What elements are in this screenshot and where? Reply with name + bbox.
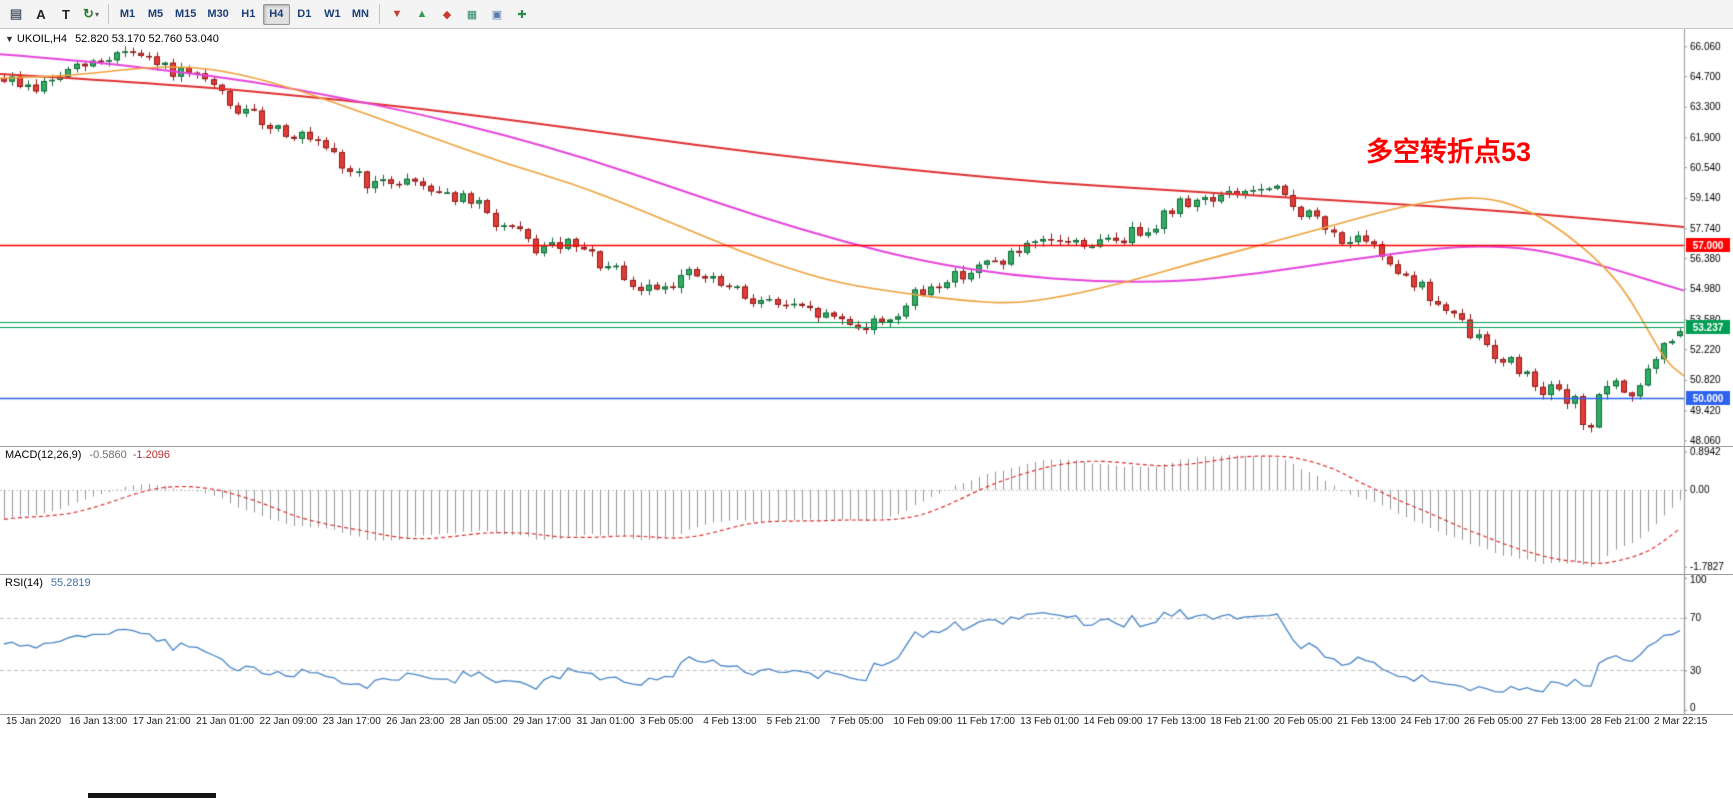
panel-separator[interactable] <box>0 574 1733 575</box>
time-axis-label: 23 Jan 17:00 <box>322 716 381 727</box>
time-axis-label: 5 Feb 21:00 <box>766 716 820 727</box>
macd-signal-value: -1.2096 <box>132 449 171 461</box>
timeframe-button-m5[interactable]: M5 <box>147 8 164 20</box>
time-axis-label: 22 Jan 09:00 <box>259 716 318 727</box>
cycle-lines-icon[interactable]: ↻ ▾ <box>83 6 99 21</box>
rsi-value: 55.2819 <box>50 577 91 589</box>
text-tool-icon[interactable]: A <box>36 6 46 22</box>
symbol-ohlc-row: ▼ UKOIL,H4 52.820 53.170 52.760 53.040 <box>5 33 219 45</box>
time-axis-label: 26 Feb 05:00 <box>1463 716 1523 727</box>
toolbar-left-group: ▤ A T ↻ ▾ <box>4 3 103 25</box>
rsi-panel-canvas[interactable] <box>0 574 1733 714</box>
panel-separator[interactable] <box>0 446 1733 447</box>
tile-windows-icon[interactable]: ▣ <box>491 8 503 21</box>
time-axis-label: 18 Feb 21:00 <box>1210 716 1270 727</box>
time-axis-label: 28 Jan 05:00 <box>449 716 508 727</box>
toolbar-separator <box>108 4 109 24</box>
time-axis-label: 3 Feb 05:00 <box>639 716 694 727</box>
time-axis-label: 20 Feb 05:00 <box>1273 716 1333 727</box>
time-axis[interactable]: 15 Jan 2020 16 Jan 13:00 17 Jan 21:00 21 Ja… <box>0 715 1733 729</box>
rsi-label: RSI(14) <box>5 577 43 589</box>
time-axis-label: 27 Feb 13:00 <box>1527 716 1587 727</box>
macd-label: MACD(12,26,9) <box>5 449 82 461</box>
rsi-indicator-row: RSI(14) 55.2819 <box>5 577 91 589</box>
toolbar: ▤ A T ↻ ▾ M1 M5 M15 M30 H1 H4 D1 W1 MN ▼ ▲ ◆ ▦ ▣ ✚ <box>0 0 1733 29</box>
price-alert-icon[interactable]: ◆ <box>442 8 452 21</box>
time-axis-label: 11 Feb 17:00 <box>956 716 1015 727</box>
main-chart-canvas[interactable] <box>0 29 1733 446</box>
time-axis-label: 4 Feb 13:00 <box>703 716 757 727</box>
panel-separator[interactable] <box>0 714 1733 715</box>
label-tool-icon[interactable]: T <box>62 6 70 22</box>
timeframe-toolbar: M1 M5 M15 M30 H1 H4 D1 W1 MN <box>114 3 374 25</box>
time-axis-label: 31 Jan 01:00 <box>576 716 635 727</box>
sell-marker-icon[interactable]: ▼ <box>391 8 403 20</box>
time-axis-label: 7 Feb 05:00 <box>830 716 884 727</box>
timeframe-button-h1[interactable]: H1 <box>241 8 256 20</box>
timeframe-button-h4[interactable]: H4 <box>262 3 290 25</box>
dropdown-caret-icon[interactable]: ▾ <box>94 9 99 19</box>
taskbar-fragment <box>88 793 216 798</box>
time-axis-label: 15 Jan 2020 <box>6 716 62 727</box>
timeframe-button-d1[interactable]: D1 <box>297 8 312 20</box>
chart-annotation-text: 多空转折点53 <box>1366 137 1532 167</box>
time-axis-label: 26 Jan 23:00 <box>386 716 445 727</box>
add-indicator-icon[interactable]: ✚ <box>517 8 527 21</box>
market-watch-icon[interactable]: ▤ <box>9 6 23 21</box>
time-axis-label: 13 Feb 01:00 <box>1020 716 1080 727</box>
symbol-timeframe-label: UKOIL,H4 <box>16 33 68 45</box>
time-axis-label: 10 Feb 09:00 <box>893 716 953 727</box>
timeframe-button-m15[interactable]: M15 <box>175 8 197 20</box>
timeframe-button-m1[interactable]: M1 <box>119 8 136 20</box>
time-axis-label: 2 Mar 22:15 <box>1654 716 1708 727</box>
macd-panel-canvas[interactable] <box>0 446 1733 574</box>
timeframe-button-mn[interactable]: MN <box>351 8 369 20</box>
time-axis-label: 14 Feb 09:00 <box>1083 716 1143 727</box>
time-axis-label: 24 Feb 17:00 <box>1400 716 1460 727</box>
macd-main-value: -0.5860 <box>89 449 127 461</box>
time-axis-label: 17 Feb 13:00 <box>1146 716 1206 727</box>
indicator-list-icon[interactable]: ▦ <box>466 8 478 21</box>
time-axis-label: 21 Feb 13:00 <box>1337 716 1396 727</box>
time-axis-label: 16 Jan 13:00 <box>69 716 128 727</box>
time-axis-label: 21 Jan 01:00 <box>196 716 254 727</box>
quick-trade-arrow-icon[interactable]: ▼ <box>5 34 14 44</box>
time-axis-label: 28 Feb 21:00 <box>1590 716 1650 727</box>
timeframe-button-m30[interactable]: M30 <box>207 8 229 20</box>
macd-indicator-row: MACD(12,26,9) -0.5860 -1.2096 <box>5 449 170 461</box>
toolbar-right-group: ▼ ▲ ◆ ▦ ▣ ✚ <box>385 3 534 25</box>
time-axis-label: 17 Jan 21:00 <box>132 716 191 727</box>
ohlc-values-label: 52.820 53.170 52.760 53.040 <box>75 33 219 45</box>
time-axis-label: 29 Jan 17:00 <box>513 716 571 727</box>
toolbar-separator <box>378 4 380 24</box>
buy-marker-icon[interactable]: ▲ <box>416 8 428 20</box>
timeframe-button-w1[interactable]: W1 <box>324 8 341 20</box>
